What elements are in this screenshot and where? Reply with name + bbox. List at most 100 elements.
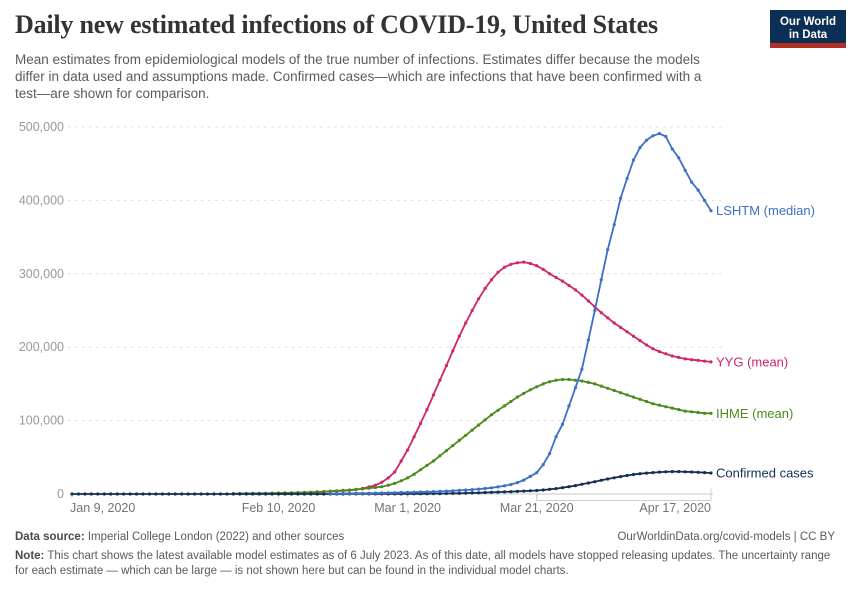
series-dot-confirmed[interactable] [83, 492, 87, 496]
series-dot-confirmed[interactable] [541, 488, 545, 492]
series-dot-confirmed[interactable] [167, 492, 171, 496]
series-dot-yyg[interactable] [418, 421, 423, 426]
series-dot-ihme[interactable] [360, 487, 365, 491]
series-dot-yyg[interactable] [528, 261, 532, 266]
series-dot-ihme[interactable] [567, 377, 571, 382]
series-dot-yyg[interactable] [412, 435, 416, 439]
series-dot-yyg[interactable] [431, 393, 436, 397]
series-dot-confirmed[interactable] [96, 492, 100, 496]
series-dot-yyg[interactable] [548, 272, 552, 276]
series-dot-yyg[interactable] [702, 359, 707, 363]
series-dot-ihme[interactable] [631, 395, 636, 399]
series-dot-ihme[interactable] [444, 449, 448, 453]
series-dot-ihme[interactable] [418, 468, 423, 472]
series-dot-lshtm[interactable] [690, 180, 694, 184]
series-dot-lshtm[interactable] [522, 478, 526, 482]
series-dot-lshtm[interactable] [438, 489, 442, 493]
series-dot-ihme[interactable] [664, 405, 668, 409]
series-dot-ihme[interactable] [425, 463, 429, 467]
series-dot-confirmed[interactable] [302, 492, 306, 496]
series-dot-ihme[interactable] [347, 488, 352, 492]
series-dot-yyg[interactable] [522, 260, 526, 264]
series-dot-confirmed[interactable] [477, 491, 481, 495]
series-dot-lshtm[interactable] [360, 491, 365, 495]
series-dot-ihme[interactable] [625, 393, 629, 397]
series-dot-yyg[interactable] [619, 325, 623, 329]
series-dot-ihme[interactable] [380, 485, 384, 489]
series-dot-yyg[interactable] [464, 321, 468, 325]
series-dot-ihme[interactable] [638, 397, 642, 401]
series-dot-lshtm[interactable] [464, 488, 468, 492]
series-dot-confirmed[interactable] [586, 481, 591, 485]
series-dot-ihme[interactable] [509, 399, 513, 404]
series-dot-yyg[interactable] [612, 321, 616, 325]
series-dot-lshtm[interactable] [644, 138, 649, 142]
owid-logo[interactable]: Our World in Data [770, 10, 846, 48]
series-dot-lshtm[interactable] [606, 248, 610, 252]
series-dot-ihme[interactable] [522, 391, 526, 395]
series-dot-confirmed[interactable] [122, 492, 126, 496]
series-dot-confirmed[interactable] [70, 492, 74, 496]
series-dot-ihme[interactable] [548, 380, 552, 384]
series-dot-confirmed[interactable] [154, 492, 158, 496]
series-dot-confirmed[interactable] [438, 492, 442, 496]
series-dot-confirmed[interactable] [257, 492, 261, 496]
series-dot-lshtm[interactable] [386, 491, 390, 495]
series-dot-lshtm[interactable] [631, 158, 636, 162]
series-dot-ihme[interactable] [367, 486, 371, 490]
series-dot-lshtm[interactable] [677, 156, 681, 160]
series-dot-ihme[interactable] [438, 454, 442, 458]
series-dot-ihme[interactable] [477, 423, 481, 427]
series-dot-confirmed[interactable] [160, 492, 164, 496]
series-dot-lshtm[interactable] [638, 146, 642, 150]
series-dot-ihme[interactable] [541, 382, 545, 386]
series-dot-confirmed[interactable] [186, 492, 190, 496]
series-dot-lshtm[interactable] [593, 308, 597, 313]
series-dot-yyg[interactable] [483, 286, 487, 291]
series-dot-ihme[interactable] [677, 408, 681, 412]
series-dot-confirmed[interactable] [76, 492, 81, 496]
series-dot-confirmed[interactable] [128, 492, 132, 496]
series-dot-lshtm[interactable] [393, 491, 397, 495]
series-dot-ihme[interactable] [489, 413, 494, 417]
series-dot-confirmed[interactable] [528, 489, 532, 493]
series-dot-confirmed[interactable] [567, 485, 571, 489]
series-dot-lshtm[interactable] [451, 489, 455, 493]
series-dot-lshtm[interactable] [619, 196, 623, 200]
series-dot-confirmed[interactable] [173, 492, 177, 496]
series-dot-lshtm[interactable] [528, 474, 532, 478]
series-dot-lshtm[interactable] [625, 176, 629, 180]
series-dot-ihme[interactable] [322, 490, 326, 494]
series-dot-confirmed[interactable] [515, 489, 520, 493]
series-dot-ihme[interactable] [554, 378, 558, 382]
series-dot-ihme[interactable] [573, 378, 578, 382]
series-dot-lshtm[interactable] [612, 223, 616, 227]
series-dot-ihme[interactable] [586, 380, 591, 384]
series-dot-confirmed[interactable] [315, 492, 319, 496]
series-dot-lshtm[interactable] [651, 134, 655, 138]
series-dot-confirmed[interactable] [102, 492, 106, 496]
series-dot-confirmed[interactable] [612, 476, 616, 480]
series-dot-confirmed[interactable] [509, 490, 513, 494]
series-dot-ihme[interactable] [657, 403, 662, 407]
series-dot-confirmed[interactable] [690, 470, 694, 474]
series-dot-confirmed[interactable] [205, 492, 210, 496]
series-dot-lshtm[interactable] [709, 209, 713, 213]
series-dot-confirmed[interactable] [212, 492, 216, 496]
series-dot-lshtm[interactable] [477, 487, 481, 491]
series-dot-confirmed[interactable] [218, 492, 223, 496]
series-dot-lshtm[interactable] [573, 386, 578, 390]
series-dot-lshtm[interactable] [548, 452, 552, 456]
series-dot-ihme[interactable] [457, 438, 461, 442]
series-dot-confirmed[interactable] [683, 470, 687, 474]
series-dot-confirmed[interactable] [199, 492, 203, 496]
series-dot-confirmed[interactable] [193, 492, 197, 496]
series-dot-ihme[interactable] [354, 487, 358, 491]
series-dot-ihme[interactable] [502, 404, 507, 408]
series-dot-ihme[interactable] [399, 479, 403, 483]
series-dot-lshtm[interactable] [560, 422, 565, 426]
series-dot-yyg[interactable] [451, 349, 455, 353]
series-dot-lshtm[interactable] [444, 489, 448, 493]
series-dot-yyg[interactable] [670, 354, 674, 358]
series-dot-confirmed[interactable] [231, 492, 235, 496]
